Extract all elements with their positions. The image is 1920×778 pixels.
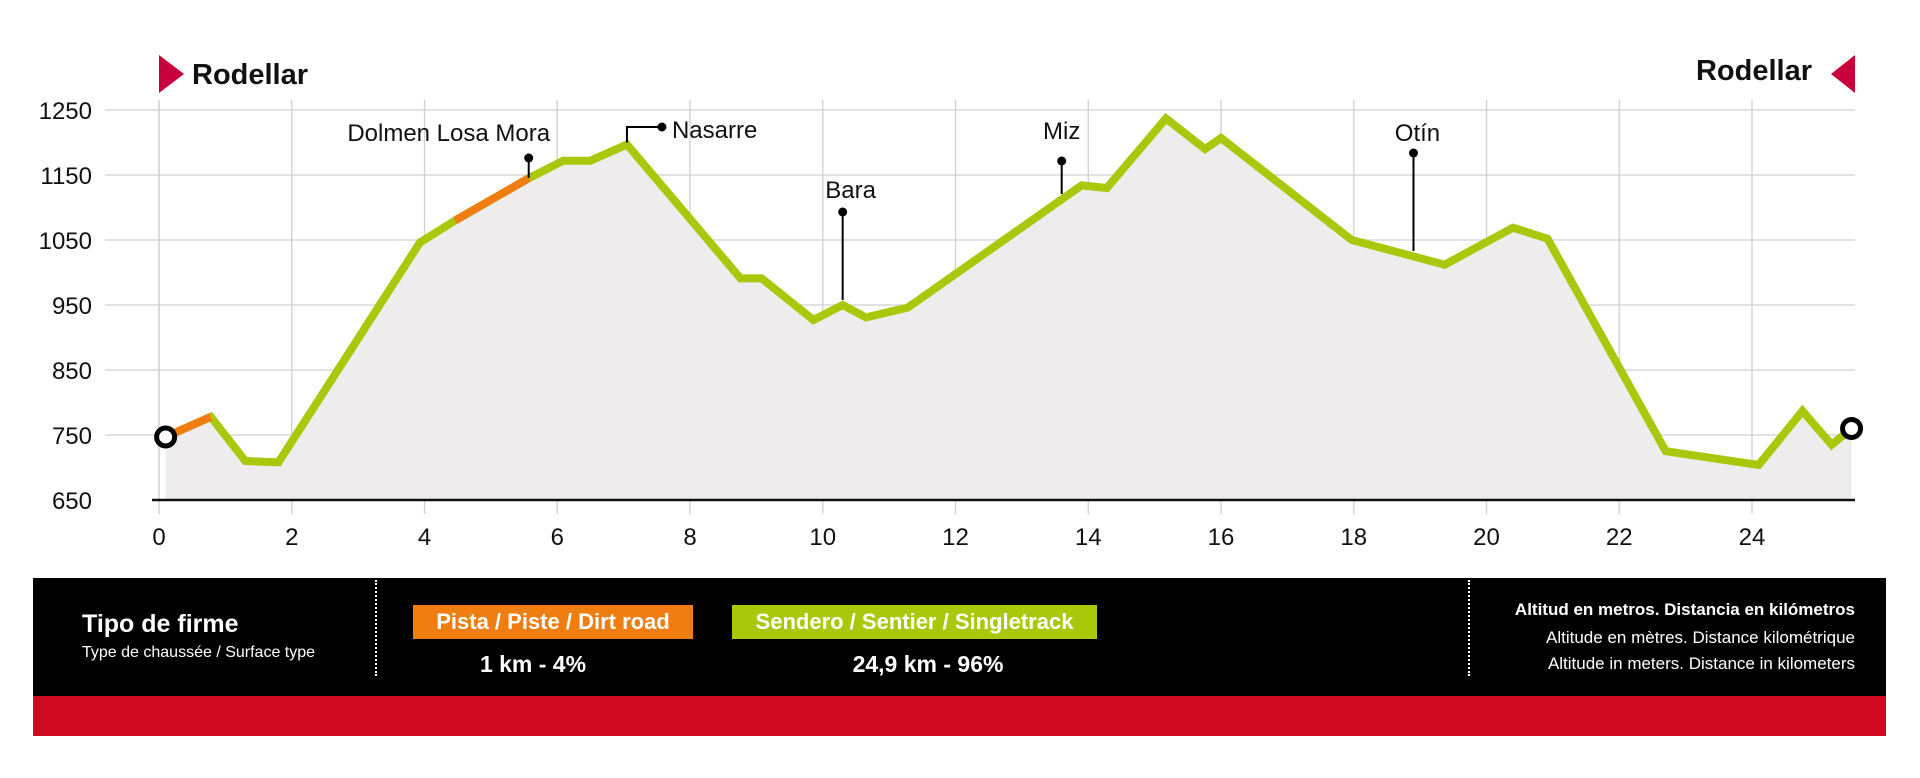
singletrack-badge: Sendero / Sentier / Singletrack xyxy=(732,605,1097,639)
annotation-leader xyxy=(625,126,662,143)
y-tick-label: 1250 xyxy=(39,98,92,125)
annotations: Dolmen Losa Mora Nasarre Bara Miz Otín xyxy=(347,117,1440,300)
x-tick-label: 24 xyxy=(1739,524,1766,551)
divider xyxy=(375,580,377,676)
divider xyxy=(1468,580,1470,676)
singletrack-line xyxy=(164,112,1855,470)
dirt-road-value: 1 km - 4% xyxy=(479,651,587,677)
end-label: Rodellar xyxy=(1696,55,1812,87)
dirt-road-line xyxy=(453,174,531,224)
x-tick-label: 2 xyxy=(285,524,298,551)
start-flag-icon xyxy=(159,55,184,93)
annotation-label: Bara xyxy=(825,177,876,204)
x-tick-label: 0 xyxy=(152,524,165,551)
units-fr: Altitude en mètres. Distance kilométriqu… xyxy=(1546,628,1855,647)
singletrack-value: 24,9 km - 96% xyxy=(852,651,1004,677)
x-tick-label: 20 xyxy=(1473,524,1500,551)
annotation-label: Miz xyxy=(1043,118,1080,145)
annotation-label: Dolmen Losa Mora xyxy=(347,120,550,147)
legend-subtitle: Type de chaussée / Surface type xyxy=(82,644,316,661)
surface-legend: Tipo de firme Type de chaussée / Surface… xyxy=(33,578,1886,696)
end-flag-icon xyxy=(1831,55,1855,93)
annotation-pin-icon xyxy=(1057,156,1067,166)
y-tick-label: 950 xyxy=(52,293,92,320)
start-marker xyxy=(154,425,178,449)
elevation-profile-chart: Dolmen Losa Mora Nasarre Bara Miz Otín 1250 1… xyxy=(39,55,1864,551)
start-label: Rodellar xyxy=(192,59,308,91)
annotation-pin-icon xyxy=(524,153,534,163)
x-tick-label: 8 xyxy=(683,524,696,551)
units-en: Altitude in meters. Distance in kilomete… xyxy=(1547,654,1855,673)
y-tick-label: 750 xyxy=(52,423,92,450)
footer-bar xyxy=(33,696,1886,736)
x-tick-label: 6 xyxy=(551,524,564,551)
x-tick-label: 10 xyxy=(809,524,836,551)
annotation-pin-icon xyxy=(1408,148,1418,158)
dirt-road-badge: Pista / Piste / Dirt road xyxy=(413,605,693,639)
legend-title: Tipo de firme xyxy=(82,610,239,638)
y-tick-label: 1050 xyxy=(39,228,92,255)
x-tick-label: 14 xyxy=(1075,524,1102,551)
annotation-pin-icon xyxy=(838,207,848,217)
x-tick-label: 22 xyxy=(1606,524,1633,551)
elevation-area xyxy=(165,118,1852,500)
annotation-label: Otín xyxy=(1395,120,1440,147)
x-tick-label: 12 xyxy=(942,524,969,551)
units-es: Altitud en metros. Distancia en kilómetr… xyxy=(1514,600,1855,619)
profile-lines xyxy=(154,112,1864,470)
end-marker xyxy=(1840,417,1864,440)
x-tick-label: 16 xyxy=(1208,524,1235,551)
y-tick-label: 650 xyxy=(52,488,92,515)
annotation-label: Nasarre xyxy=(672,117,757,144)
x-tick-label: 4 xyxy=(418,524,431,551)
annotation-pin-icon xyxy=(657,122,667,132)
y-tick-label: 1150 xyxy=(40,163,92,190)
y-tick-label: 850 xyxy=(52,358,92,385)
x-tick-label: 18 xyxy=(1340,524,1367,551)
